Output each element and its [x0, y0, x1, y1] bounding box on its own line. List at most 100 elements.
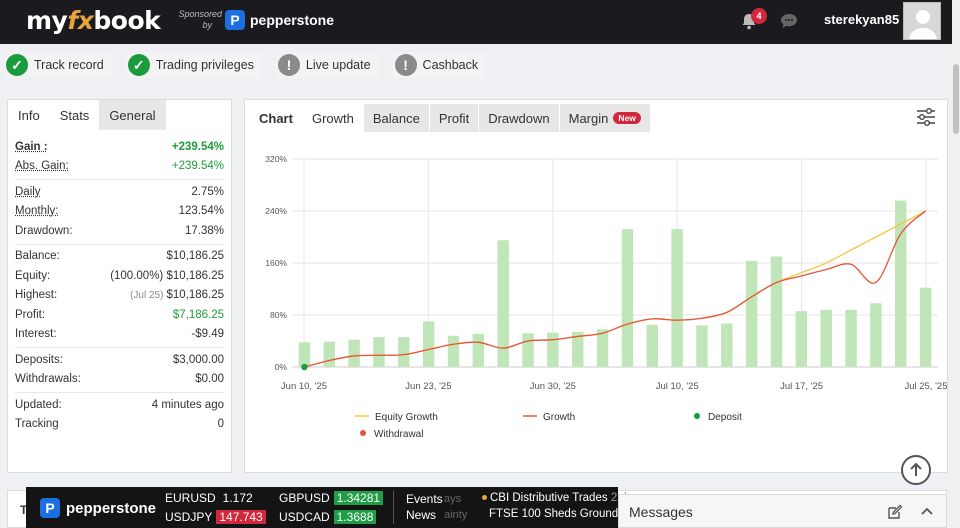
divider	[15, 179, 224, 180]
event-item[interactable]: CBI Distributive Trades 2 d	[482, 492, 627, 504]
tab-general[interactable]: General	[99, 100, 166, 130]
chart-bar	[721, 323, 733, 367]
chart-bar	[671, 229, 683, 367]
myfxbook-logo[interactable]: myfxbook	[26, 6, 161, 35]
chart-bar	[919, 287, 932, 367]
stat-profit: Profit: $7,186.25	[15, 308, 224, 321]
stat-equity: Equity: (100.00%) $10,186.25	[15, 269, 224, 282]
events-faded-text: ays	[444, 493, 462, 505]
page-scrollbar[interactable]	[952, 0, 960, 528]
stat-balance: Balance: $10,186.25	[15, 250, 224, 263]
chart-bar	[870, 303, 882, 367]
chart-tabs: Chart Growth Balance Profit Drawdown Mar…	[250, 104, 651, 132]
tab-chart[interactable]: Chart	[250, 104, 302, 132]
tab-growth[interactable]: Growth	[302, 104, 363, 132]
username[interactable]: sterekyan85	[824, 12, 900, 27]
chart-bar	[373, 337, 385, 367]
check-icon: ✓	[127, 54, 150, 76]
lower-panel-title: T	[20, 503, 28, 517]
top-navbar: myfxbook Sponsored by P pepperstone 4 st…	[0, 0, 952, 44]
chart-bar	[646, 324, 658, 367]
tab-margin[interactable]: Margin New	[559, 104, 650, 132]
pepperstone-logo-icon: P	[40, 498, 60, 518]
chart-bar	[447, 335, 460, 367]
events-label: Events	[406, 492, 443, 506]
event-dot-icon	[482, 495, 487, 501]
x-tick-label: Jun 23, '25	[405, 381, 451, 392]
ticker-brand[interactable]: P pepperstone	[40, 498, 156, 518]
chart-bar	[596, 329, 609, 367]
chart-bar	[323, 341, 335, 367]
ticker-pair-usdjpy[interactable]: USDJPY 147.743	[165, 510, 266, 524]
ticker-pair-gbpusd[interactable]: GBPUSD 1.34281	[279, 491, 384, 505]
compose-icon[interactable]	[887, 504, 903, 520]
stat-interest: Interest: -$9.49	[15, 328, 224, 341]
scroll-to-top-button[interactable]	[901, 455, 931, 485]
sponsor-name: pepperstone	[250, 12, 335, 28]
legend-withdrawal-marker	[360, 430, 366, 436]
chevron-up-icon[interactable]	[920, 505, 934, 519]
tab-drawdown[interactable]: Drawdown	[479, 104, 559, 132]
chart-bar	[348, 339, 360, 367]
chat-icon[interactable]	[780, 13, 798, 29]
equity-growth-line	[304, 210, 926, 368]
tab-info[interactable]: Info	[18, 107, 40, 123]
y-tick-label: 240%	[265, 206, 287, 216]
chart-bar	[472, 333, 485, 367]
ticker-pair-eurusd[interactable]: EURUSD 1.172	[165, 491, 253, 505]
stat-updated: Updated: 4 minutes ago	[15, 398, 224, 411]
chart-bar	[696, 325, 708, 367]
divider	[15, 392, 224, 393]
new-badge: New	[613, 112, 641, 124]
pepperstone-ticker[interactable]: P pepperstone EURUSD 1.172 USDJPY 147.743 …	[26, 487, 628, 528]
sponsor-link[interactable]: P pepperstone	[225, 10, 334, 30]
page-scrollbar-thumb[interactable]	[953, 64, 959, 134]
tab-profit[interactable]: Profit	[429, 104, 479, 132]
stat-withdrawals: Withdrawals: $0.00	[15, 373, 224, 386]
stat-abs-gain: Abs. Gain: +239.54%	[15, 160, 224, 173]
y-tick-label: 160%	[265, 258, 287, 268]
chart-bar	[845, 309, 857, 367]
chart-bar	[572, 331, 584, 367]
tab-balance[interactable]: Balance	[363, 104, 429, 132]
chart-bar	[770, 256, 783, 367]
stat-monthly: Monthly: 123.54%	[15, 205, 224, 218]
chart-bar	[820, 309, 832, 367]
chart-settings-icon[interactable]	[915, 106, 937, 128]
legend-growth: Growth	[543, 412, 575, 423]
x-tick-label: Jul 25, '25	[904, 381, 947, 392]
stats-panel: Info Stats General Gain : +239.54% Abs. …	[7, 99, 232, 473]
exclamation-icon: !	[277, 54, 300, 76]
legend-deposit: Deposit	[708, 412, 742, 423]
chart-bar	[497, 240, 509, 367]
x-tick-label: Jul 10, '25	[656, 381, 699, 392]
chart-bar	[795, 311, 808, 367]
stat-gain: Gain : +239.54%	[15, 140, 224, 153]
badge-cashback[interactable]: ! Cashback	[392, 52, 487, 78]
messages-title: Messages	[629, 504, 693, 520]
tab-stats[interactable]: Stats	[49, 100, 100, 130]
ticker-pair-usdcad[interactable]: USDCAD 1.3688	[279, 510, 377, 524]
chart-bar	[895, 200, 907, 367]
sponsored-label: Sponsored by	[178, 9, 222, 30]
x-tick-label: Jun 30, '25	[530, 381, 576, 392]
x-tick-label: Jul 17, '25	[780, 381, 823, 392]
badge-trading-privileges[interactable]: ✓ Trading privileges	[125, 52, 262, 78]
chart-bar	[522, 333, 534, 367]
chart-bar	[547, 332, 559, 367]
chart-bar	[422, 321, 435, 367]
badge-live-update[interactable]: ! Live update	[275, 52, 379, 78]
arrow-up-icon	[910, 462, 922, 476]
exclamation-icon: !	[394, 54, 417, 76]
news-item[interactable]: FTSE 100 Sheds Ground A	[489, 508, 629, 520]
notification-count-badge: 4	[751, 8, 767, 24]
user-silhouette-icon	[909, 10, 937, 39]
growth-chart[interactable]: 0% 80% 160% 240% 320% Jun 10, '25 Jun 23, '25 J…	[245, 100, 949, 474]
stats-tabs: Info Stats General	[8, 100, 231, 131]
avatar[interactable]	[903, 2, 941, 40]
chart-bar	[621, 229, 634, 367]
chart-panel: Chart Growth Balance Profit Drawdown Mar…	[244, 99, 948, 473]
messages-dock[interactable]: Messages	[618, 494, 947, 528]
badge-track-record[interactable]: ✓ Track record	[4, 52, 112, 78]
deposit-point	[301, 363, 308, 371]
